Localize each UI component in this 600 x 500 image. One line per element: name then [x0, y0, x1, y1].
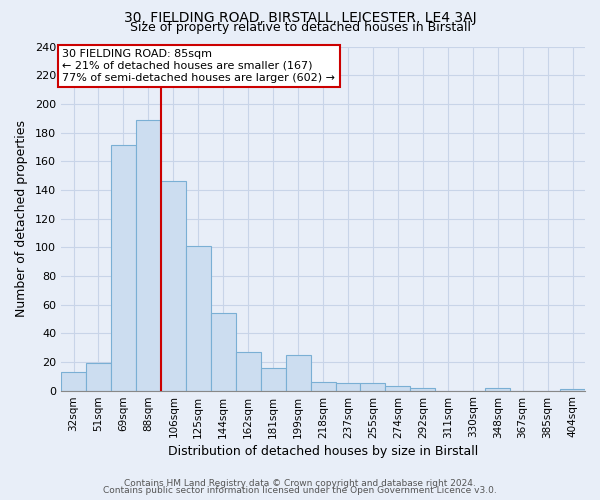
Bar [236, 352, 260, 391]
Bar [560, 389, 585, 390]
Y-axis label: Number of detached properties: Number of detached properties [15, 120, 28, 317]
Text: Contains public sector information licensed under the Open Government Licence v3: Contains public sector information licen… [103, 486, 497, 495]
Text: Size of property relative to detached houses in Birstall: Size of property relative to detached ho… [130, 22, 470, 35]
Bar [211, 313, 236, 390]
Bar [361, 384, 385, 390]
Bar [286, 354, 311, 390]
Text: 30, FIELDING ROAD, BIRSTALL, LEICESTER, LE4 3AJ: 30, FIELDING ROAD, BIRSTALL, LEICESTER, … [124, 11, 476, 25]
X-axis label: Distribution of detached houses by size in Birstall: Distribution of detached houses by size … [168, 444, 478, 458]
Bar [335, 384, 361, 390]
Text: 30 FIELDING ROAD: 85sqm
← 21% of detached houses are smaller (167)
77% of semi-d: 30 FIELDING ROAD: 85sqm ← 21% of detache… [62, 50, 335, 82]
Bar [385, 386, 410, 390]
Text: Contains HM Land Registry data © Crown copyright and database right 2024.: Contains HM Land Registry data © Crown c… [124, 478, 476, 488]
Bar [136, 120, 161, 390]
Bar [86, 364, 111, 390]
Bar [260, 368, 286, 390]
Bar [485, 388, 510, 390]
Bar [61, 372, 86, 390]
Bar [410, 388, 436, 390]
Bar [111, 146, 136, 390]
Bar [311, 382, 335, 390]
Bar [186, 246, 211, 390]
Bar [161, 182, 186, 390]
